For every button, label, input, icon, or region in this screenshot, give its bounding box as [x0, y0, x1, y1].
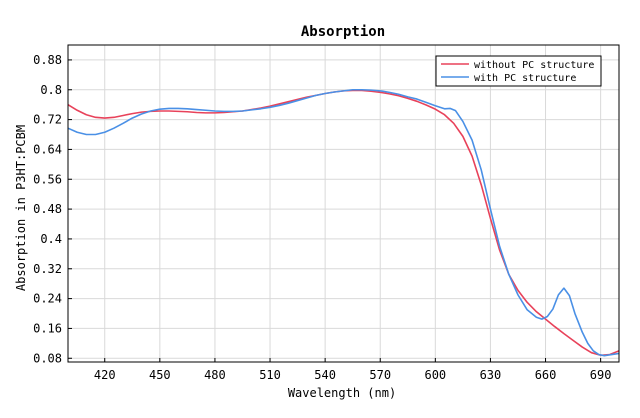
y-tick-label: 0.4 — [40, 232, 62, 246]
y-tick-label: 0.48 — [33, 202, 62, 216]
series-line-1 — [67, 88, 620, 357]
series-lines — [67, 88, 620, 357]
legend: without PC structure with PC structure — [435, 55, 602, 87]
x-tick-label: 600 — [424, 368, 446, 382]
x-tick-label: 510 — [259, 368, 281, 382]
legend-box — [435, 55, 602, 87]
x-tick-label: 480 — [204, 368, 226, 382]
y-tick-label: 0.08 — [33, 351, 62, 365]
y-tick-label: 0.56 — [33, 172, 62, 186]
x-tick-label: 690 — [590, 368, 612, 382]
grid-lines — [68, 45, 619, 362]
y-tick-label: 0.16 — [33, 321, 62, 335]
chart-title: Absorption — [301, 24, 385, 40]
y-tick-label: 0.64 — [33, 142, 62, 156]
y-tick-label: 0.88 — [33, 53, 62, 67]
x-axis-ticks: 420 450 480 510 540 570 600 630 660 690 — [94, 358, 612, 382]
plot-frame — [67, 44, 620, 363]
x-tick-label: 630 — [480, 368, 502, 382]
y-tick-label: 0.24 — [33, 292, 62, 306]
legend-label-without-pc: without PC structure — [474, 60, 594, 71]
x-tick-label: 420 — [94, 368, 116, 382]
y-axis-ticks: 0.08 0.16 0.24 0.32 0.4 0.48 0.56 0.64 0.72 0.8 0.… — [33, 53, 72, 365]
y-tick-label: 0.8 — [40, 83, 62, 97]
y-tick-label: 0.32 — [33, 262, 62, 276]
x-tick-label: 660 — [535, 368, 557, 382]
x-axis-label: Wavelength (nm) — [288, 386, 396, 400]
series-line-0 — [67, 89, 620, 357]
x-tick-label: 450 — [149, 368, 171, 382]
y-axis-label: Absorption in P3HT:PCBM — [14, 125, 28, 291]
x-tick-label: 540 — [314, 368, 336, 382]
legend-label-with-pc: with PC structure — [474, 73, 576, 84]
x-tick-label: 570 — [369, 368, 391, 382]
y-tick-label: 0.72 — [33, 113, 62, 127]
